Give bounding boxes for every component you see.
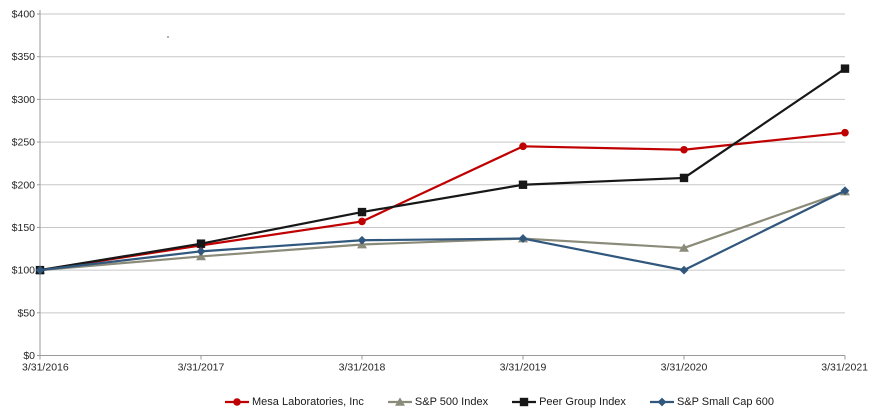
square-marker [840,64,850,73]
speck-artifact [167,36,169,38]
circle-marker [680,145,688,154]
y-axis-label: $150 [12,222,36,234]
legend-label: Mesa Laboratories, Inc [252,396,364,408]
x-axis-label: 3/31/2017 [178,362,225,374]
triangle-marker [679,243,689,252]
legend-item-s-p-small-cap-600: S&P Small Cap 600 [649,396,774,408]
triangle-marker [394,397,405,406]
series-line-peer-group-index [38,67,847,272]
x-axis-label: 3/31/2019 [500,362,547,374]
series-line-s-p-small-cap-600 [38,189,847,272]
legend-item-s-p-500-index: S&P 500 Index [387,396,489,408]
legend-item-mesa-laboratories-inc: Mesa Laboratories, Inc [225,396,364,408]
chart-plot-area: $0 $50 $100 $150 $200 $250 $300 $350 $400 3/31/20… [12,9,869,374]
circle-marker [233,398,241,406]
x-axis-label: 3/31/2016 [22,362,69,374]
y-axis-label: $250 [12,137,36,149]
y-axis-label: $200 [12,179,36,191]
triangle-legend-icon [387,397,412,406]
square-marker [196,239,206,248]
square-marker [357,207,367,217]
circle-marker [519,142,527,151]
diamond-marker [840,186,850,196]
chart-legend: Mesa Laboratories, Inc S&P 500 Index Peer … [0,396,883,408]
y-axis-label: $350 [12,51,36,63]
legend-label: S&P Small Cap 600 [676,396,774,408]
y-axis-label: $0 [23,350,35,362]
legend-label: S&P 500 Index [414,396,489,408]
circle-marker [841,128,849,137]
square-marker [518,180,528,189]
series-line-mesa-laboratories-inc [38,131,847,272]
diamond-legend-icon [649,397,674,407]
legend-label: Peer Group Index [539,396,626,408]
circle-legend-icon [225,398,250,406]
triangle-marker [196,251,206,261]
diamond-marker [35,265,45,275]
diamond-marker [518,234,528,243]
y-axis-label: $400 [12,9,36,21]
legend-item-peer-group-index: Peer Group Index [512,396,626,408]
diamond-marker [196,246,206,256]
x-axis-label: 3/31/2020 [661,362,708,374]
y-axis-label: $100 [12,265,36,277]
y-axis-label: $300 [12,94,36,106]
x-axis-label: 3/31/2018 [339,362,386,374]
square-legend-icon [512,397,537,407]
square-marker [519,397,529,407]
diamond-marker [357,235,367,245]
x-axis-label: 3/31/2021 [821,362,868,374]
diamond-marker [679,265,689,275]
circle-marker [358,217,366,226]
y-axis-label: $50 [17,307,35,319]
diamond-marker [657,397,667,407]
series-line-s-p-500-index [38,190,847,272]
square-marker [679,173,689,183]
